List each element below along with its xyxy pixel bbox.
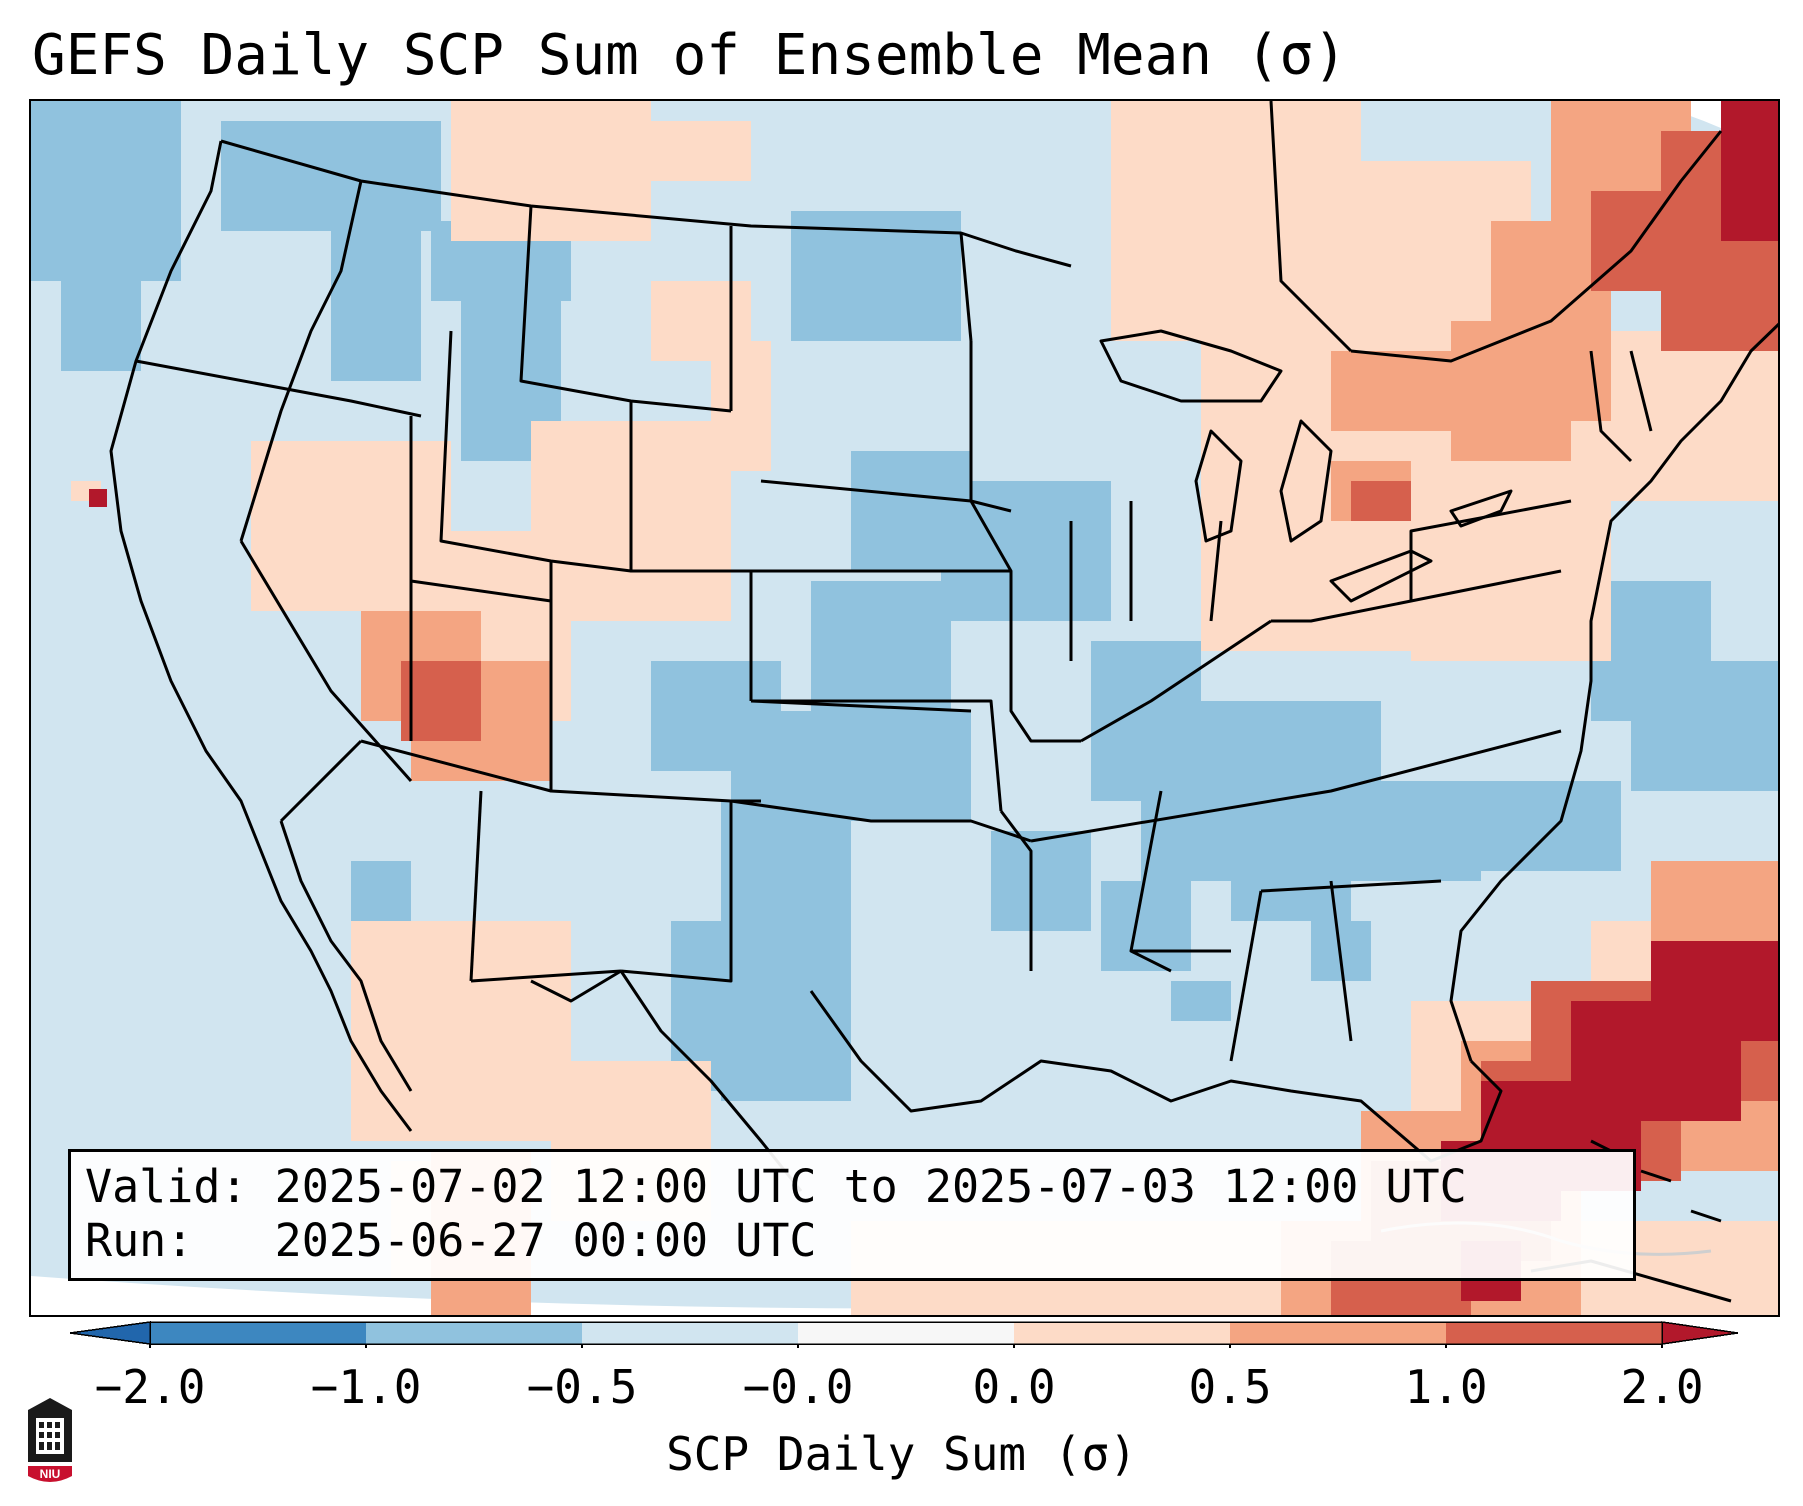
colorbar-extend-right xyxy=(1661,1321,1738,1345)
map-panel: Valid: 2025-07-02 12:00 UTC to 2025-07-0… xyxy=(29,99,1780,1317)
niu-logo: NIU xyxy=(28,1398,72,1482)
colorbar-label: SCP Daily Sum (σ) xyxy=(666,1427,1137,1481)
valid-label: Valid: xyxy=(85,1160,248,1213)
colorbar-segment-3 xyxy=(798,1322,1014,1344)
colorbar-outline xyxy=(149,1321,1663,1345)
colorbar-segment-1 xyxy=(366,1322,582,1344)
colorbar-tick-label: −2.0 xyxy=(94,1360,206,1414)
logo-text: NIU xyxy=(40,1467,61,1481)
valid-row: Valid: 2025-07-02 12:00 UTC to 2025-07-0… xyxy=(85,1160,1619,1214)
colorbar-tick-label: 0.5 xyxy=(1188,1360,1272,1414)
colorbar-tick-label: 2.0 xyxy=(1620,1360,1704,1414)
colorbar-extend-left xyxy=(70,1321,151,1345)
colorbar xyxy=(70,1321,1738,1348)
colorbar-segment-5 xyxy=(1230,1322,1446,1344)
colorbar-tick-label: −1.0 xyxy=(310,1360,422,1414)
colorbar-segment-2 xyxy=(582,1322,798,1344)
run-value: 2025-06-27 00:00 UTC xyxy=(274,1214,817,1267)
run-label: Run: xyxy=(85,1214,194,1267)
chart-title: GEFS Daily SCP Sum of Ensemble Mean (σ) xyxy=(32,23,1347,88)
colorbar-ticks xyxy=(149,1344,1663,1348)
colorbar-segment-6 xyxy=(1446,1322,1662,1344)
valid-value: 2025-07-02 12:00 UTC to 2025-07-03 12:00… xyxy=(274,1160,1467,1213)
map-canvas xyxy=(31,101,1778,1315)
colorbar-segment-4 xyxy=(1014,1322,1230,1344)
colorbar-tick-label: −0.0 xyxy=(742,1360,854,1414)
state-borders xyxy=(109,101,1778,1303)
colorbar-tick-label: −0.5 xyxy=(526,1360,638,1414)
colorbar-tick-label: 1.0 xyxy=(1404,1360,1488,1414)
validity-info-box: Valid: 2025-07-02 12:00 UTC to 2025-07-0… xyxy=(68,1149,1636,1281)
colorbar-tick-label: 0.0 xyxy=(972,1360,1056,1414)
colorbar-segment-0 xyxy=(150,1322,366,1344)
run-row: Run: 2025-06-27 00:00 UTC xyxy=(85,1214,1619,1268)
